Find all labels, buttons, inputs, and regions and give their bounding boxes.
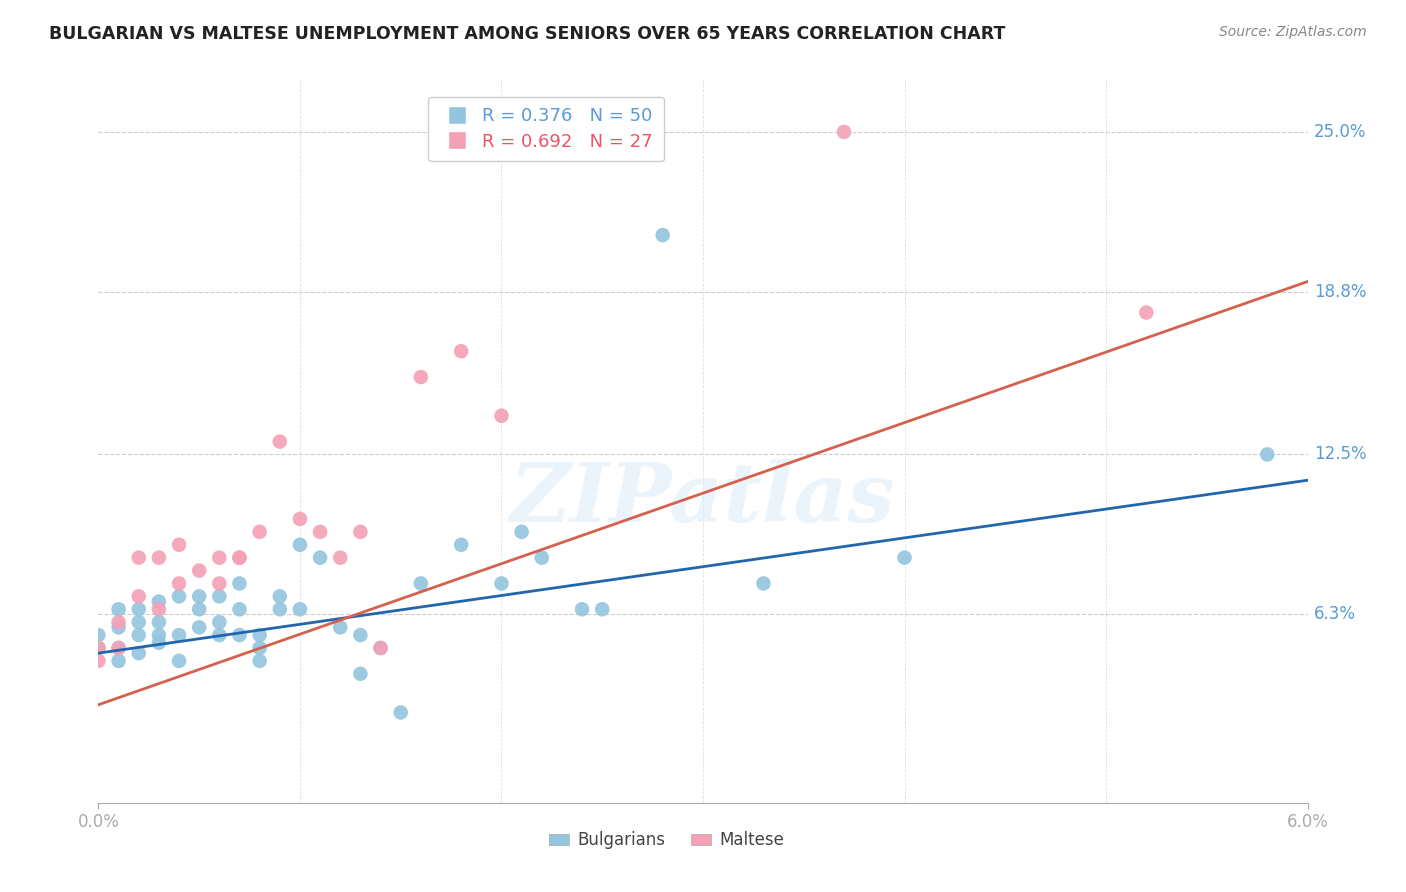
Point xyxy=(87,640,110,655)
Point xyxy=(370,640,392,655)
Point xyxy=(249,640,271,655)
Point xyxy=(571,602,593,616)
Point xyxy=(409,370,432,384)
Text: BULGARIAN VS MALTESE UNEMPLOYMENT AMONG SENIORS OVER 65 YEARS CORRELATION CHART: BULGARIAN VS MALTESE UNEMPLOYMENT AMONG … xyxy=(49,25,1005,43)
Point xyxy=(1135,305,1157,319)
Point xyxy=(288,538,311,552)
Point xyxy=(491,576,513,591)
Point xyxy=(167,590,190,604)
Point xyxy=(167,538,190,552)
Point xyxy=(309,550,332,565)
Point xyxy=(208,550,231,565)
Point xyxy=(208,615,231,630)
Point xyxy=(228,602,250,616)
Point xyxy=(148,594,170,608)
Point xyxy=(370,640,392,655)
Point xyxy=(188,602,211,616)
Text: 6.3%: 6.3% xyxy=(1313,606,1355,624)
Point xyxy=(329,550,352,565)
Point xyxy=(87,654,110,668)
Point xyxy=(107,620,129,634)
Point xyxy=(128,590,150,604)
Point xyxy=(249,654,271,668)
Point xyxy=(249,628,271,642)
Point xyxy=(269,590,291,604)
Point xyxy=(128,602,150,616)
Point xyxy=(148,550,170,565)
Point xyxy=(349,628,371,642)
Point xyxy=(107,615,129,630)
Point xyxy=(288,602,311,616)
Point xyxy=(87,640,110,655)
Point xyxy=(329,620,352,634)
Point xyxy=(591,602,613,616)
Point xyxy=(128,550,150,565)
Point xyxy=(208,628,231,642)
Point xyxy=(349,666,371,681)
Point xyxy=(188,620,211,634)
Point xyxy=(269,434,291,449)
Point xyxy=(107,602,129,616)
Point xyxy=(893,550,915,565)
Point xyxy=(208,590,231,604)
Legend: Bulgarians, Maltese: Bulgarians, Maltese xyxy=(543,824,790,856)
Point xyxy=(167,654,190,668)
Point xyxy=(269,602,291,616)
Point xyxy=(450,344,472,359)
Point xyxy=(148,602,170,616)
Point xyxy=(349,524,371,539)
Point xyxy=(107,640,129,655)
Point xyxy=(510,524,533,539)
Text: 12.5%: 12.5% xyxy=(1313,445,1367,464)
Point xyxy=(188,590,211,604)
Point xyxy=(107,654,129,668)
Text: Source: ZipAtlas.com: Source: ZipAtlas.com xyxy=(1219,25,1367,39)
Point xyxy=(491,409,513,423)
Point xyxy=(832,125,855,139)
Point xyxy=(309,524,332,539)
Point xyxy=(107,640,129,655)
Point xyxy=(167,576,190,591)
Text: 25.0%: 25.0% xyxy=(1313,123,1367,141)
Point xyxy=(228,576,250,591)
Point xyxy=(188,564,211,578)
Point xyxy=(1256,447,1278,461)
Point xyxy=(128,628,150,642)
Point xyxy=(148,628,170,642)
Point xyxy=(288,512,311,526)
Text: ZIPatlas: ZIPatlas xyxy=(510,459,896,540)
Point xyxy=(148,636,170,650)
Point xyxy=(752,576,775,591)
Point xyxy=(530,550,553,565)
Point xyxy=(409,576,432,591)
Point xyxy=(87,628,110,642)
Point xyxy=(228,550,250,565)
Point xyxy=(651,228,673,243)
Point xyxy=(167,628,190,642)
Point xyxy=(208,576,231,591)
Point xyxy=(389,706,412,720)
Text: 18.8%: 18.8% xyxy=(1313,283,1367,301)
Point xyxy=(128,646,150,660)
Point xyxy=(249,524,271,539)
Point xyxy=(148,615,170,630)
Point xyxy=(128,615,150,630)
Point xyxy=(228,628,250,642)
Point xyxy=(228,550,250,565)
Point xyxy=(450,538,472,552)
